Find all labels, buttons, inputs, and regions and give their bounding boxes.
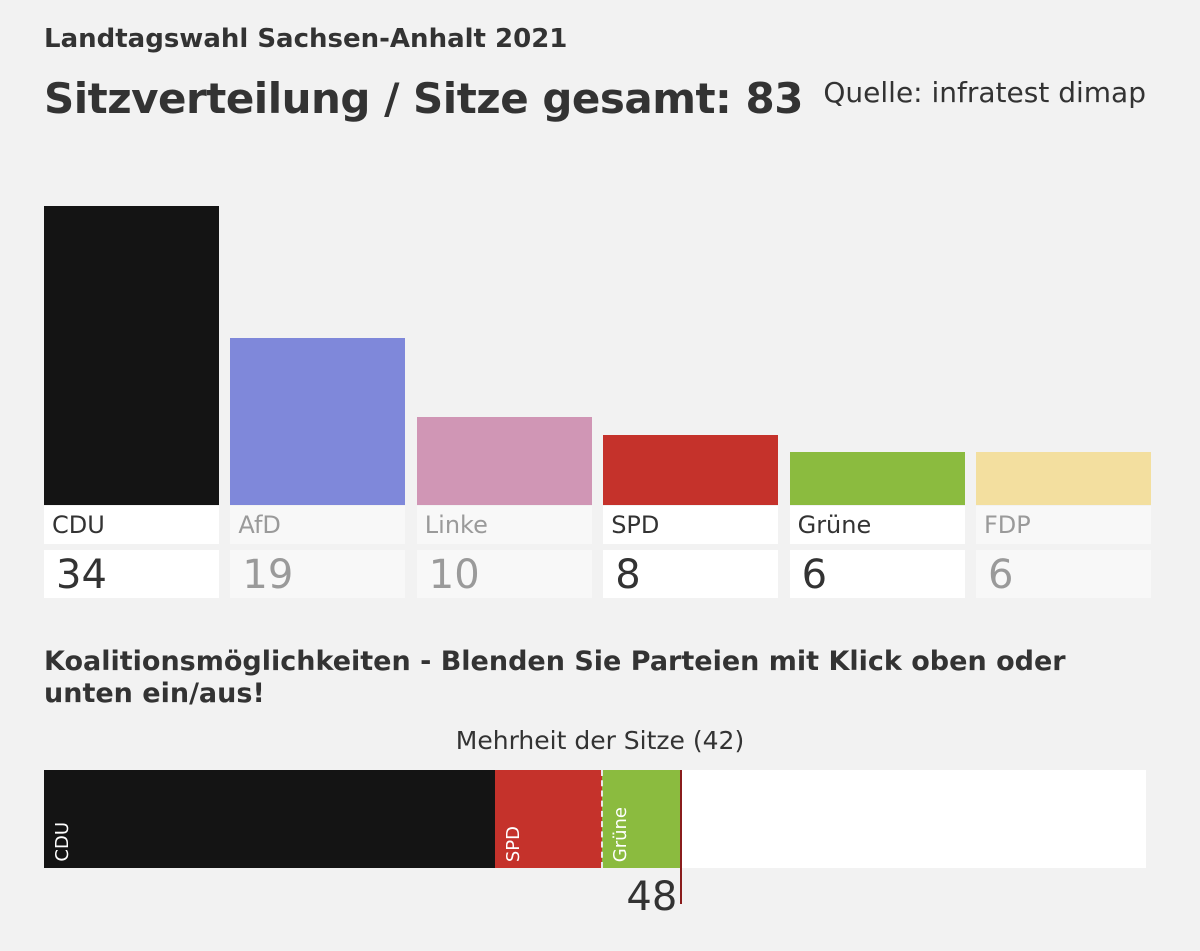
majority-marker (600, 770, 603, 868)
seat-value-spd[interactable]: 8 (603, 550, 779, 598)
coalition-total-value: 48 (626, 874, 678, 920)
coalition-segment-label: Grüne (609, 806, 631, 862)
seat-value-cdu[interactable]: 34 (44, 550, 219, 598)
seat-value-fdp[interactable]: 6 (976, 550, 1151, 598)
party-label-linke[interactable]: Linke (416, 506, 592, 544)
party-label-afd[interactable]: AfD (230, 506, 406, 544)
party-label-grüne[interactable]: Grüne (789, 506, 965, 544)
bar-spd[interactable] (603, 434, 779, 505)
seat-bar-chart: CDU 34 AfD 19 Linke 10 SPD 8 Grüne 6 FDP 6 (44, 206, 1151, 598)
coalition-heading: Koalitionsmöglichkeiten - Blenden Sie Pa… (44, 646, 1066, 709)
chart-title: Sitzverteilung / Sitze gesamt: 83 (44, 74, 803, 123)
bar-linke[interactable] (416, 417, 592, 505)
coalition-segment-spd[interactable]: SPD (495, 770, 602, 868)
bar-grüne[interactable] (789, 452, 965, 505)
party-label-spd[interactable]: SPD (603, 506, 779, 544)
coalition-segment-cdu[interactable]: CDU (44, 770, 496, 868)
majority-label: Mehrheit der Sitze (42) (455, 726, 745, 755)
coalition-segment-grüne[interactable]: Grüne (601, 770, 682, 868)
coalition-bar: CDU SPD Grüne (44, 770, 1146, 868)
seat-value-linke[interactable]: 10 (416, 550, 592, 598)
seat-value-afd[interactable]: 19 (230, 550, 406, 598)
bar-fdp[interactable] (976, 452, 1151, 505)
party-label-fdp[interactable]: FDP (976, 506, 1151, 544)
coalition-total-marker (680, 770, 683, 904)
source-label: Quelle: infratest dimap (823, 76, 1146, 109)
coalition-segment-label: CDU (52, 822, 73, 862)
bar-cdu[interactable] (44, 206, 219, 505)
seat-value-grüne[interactable]: 6 (789, 550, 965, 598)
chart-supertitle: Landtagswahl Sachsen-Anhalt 2021 (44, 24, 568, 54)
coalition-segment-label: SPD (503, 825, 525, 862)
party-label-cdu[interactable]: CDU (44, 506, 219, 544)
bar-afd[interactable] (230, 337, 406, 505)
